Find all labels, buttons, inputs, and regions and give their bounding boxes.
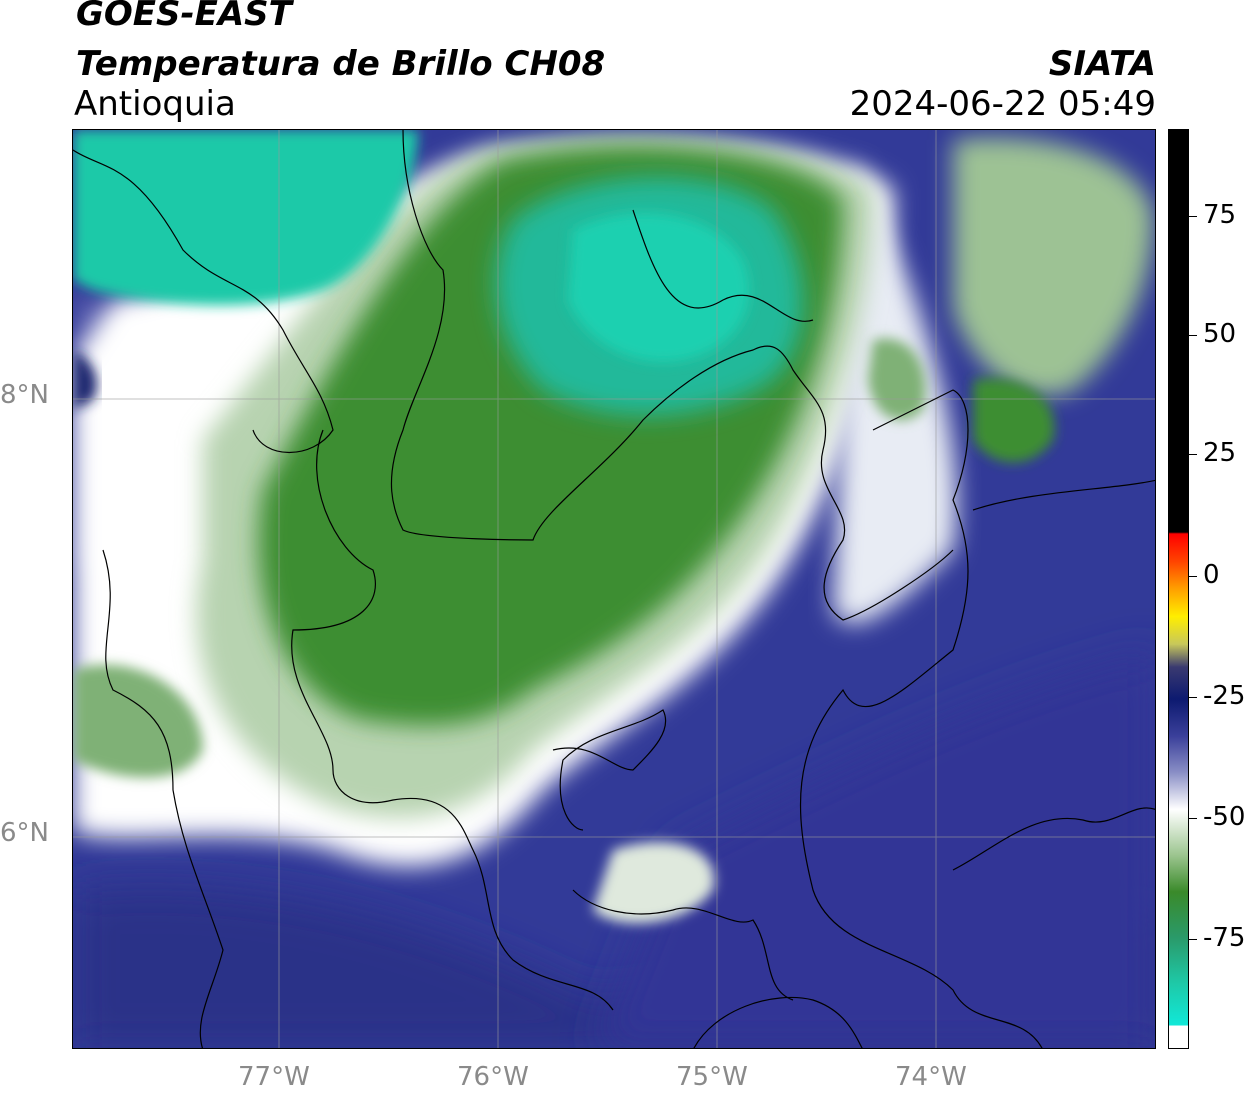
colorbar — [1168, 129, 1189, 1049]
satellite-title: GOES-EAST — [76, 0, 292, 34]
colorbar-tick-0 — [1189, 576, 1197, 578]
lon-tick-77W: 77°W — [238, 1062, 310, 1092]
colorbar-tick-neg75 — [1189, 939, 1197, 941]
brightness-temperature-map — [72, 129, 1156, 1049]
lon-tick-74W: 74°W — [895, 1062, 967, 1092]
product-title: Temperatura de Brillo CH08 — [76, 44, 606, 84]
colorbar-label-neg75: -75 — [1203, 923, 1246, 953]
colorbar-label-neg25: -25 — [1203, 681, 1246, 711]
colorbar-label-75: 75 — [1203, 200, 1237, 230]
borders — [73, 130, 1155, 1048]
colorbar-gradient — [1169, 130, 1188, 1048]
colorbar-label-50: 50 — [1203, 319, 1237, 349]
colorbar-label-25: 25 — [1203, 438, 1237, 468]
lat-tick-6N: 6°N — [0, 818, 49, 848]
lat-tick-8N: 8°N — [0, 380, 49, 410]
colorbar-tick-neg50 — [1189, 818, 1197, 820]
colorbar-tick-neg25 — [1189, 697, 1197, 699]
colorbar-label-neg50: -50 — [1203, 802, 1246, 832]
lon-tick-76W: 76°W — [457, 1062, 529, 1092]
colorbar-tick-75 — [1189, 216, 1197, 218]
colorbar-tick-25 — [1189, 454, 1197, 456]
colorbar-tick-50 — [1189, 335, 1197, 337]
lon-tick-75W: 75°W — [676, 1062, 748, 1092]
region-title: Antioquia — [74, 84, 236, 124]
colorbar-label-0: 0 — [1203, 560, 1220, 590]
organization-label: SIATA — [1048, 44, 1156, 84]
graticule — [73, 130, 1155, 1048]
map-canvas — [73, 130, 1155, 1048]
timestamp-label: 2024-06-22 05:49 — [849, 84, 1156, 124]
